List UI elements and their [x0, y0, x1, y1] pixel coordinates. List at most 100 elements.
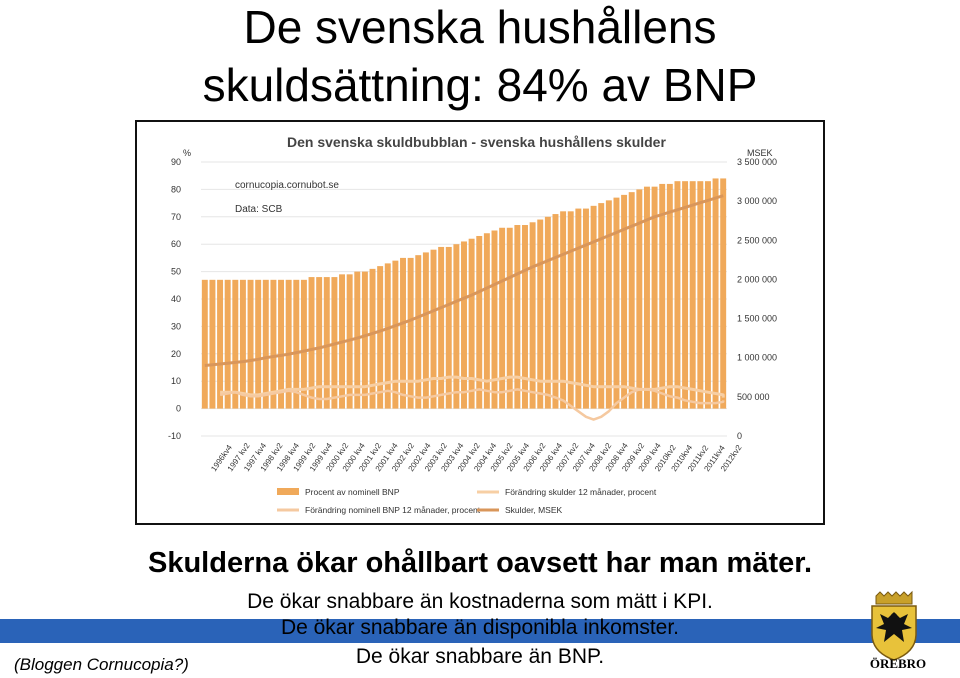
bar	[643, 186, 650, 409]
bar	[422, 252, 429, 409]
y-tick-label-left: 20	[171, 349, 181, 359]
bar	[400, 257, 406, 409]
bar	[560, 211, 567, 409]
orebro-coat-of-arms-icon	[871, 590, 917, 661]
y-tick-label-left: 60	[171, 239, 181, 249]
legend-label: Förändring nominell BNP 12 månader, proc…	[305, 505, 481, 515]
chart-annotation-data: Data: SCB	[235, 204, 283, 215]
debt-chart: -10 0 10 20 30 40 50 60 70 80 90 0 500 000 1 000 000 1…	[168, 134, 777, 515]
bar	[316, 277, 323, 409]
bar	[720, 178, 727, 409]
bar	[262, 279, 269, 409]
y-tick-label-right: 3 000 000	[737, 196, 777, 206]
bar	[689, 181, 696, 409]
bar	[239, 279, 246, 409]
y-tick-label-left: 80	[171, 184, 181, 194]
bar	[529, 222, 536, 409]
chart-ylabel-right: MSEK	[747, 148, 773, 158]
bar	[209, 279, 216, 409]
y-tick-label-left: 50	[171, 267, 181, 277]
y-tick-label-right: 1 500 000	[737, 314, 777, 324]
logo-text: ÖREBRO	[869, 656, 927, 671]
bar	[613, 197, 620, 409]
bar	[445, 246, 452, 409]
bar	[628, 192, 635, 409]
bar	[384, 263, 391, 409]
y-tick-label-left: 30	[171, 321, 181, 331]
bar	[582, 208, 589, 409]
bar	[483, 233, 490, 409]
bar	[605, 200, 612, 409]
bar	[674, 181, 681, 409]
bar	[499, 227, 506, 409]
bar	[217, 279, 224, 409]
subline-kpi: De ökar snabbare än kostnaderna som mätt…	[247, 590, 713, 613]
bar	[697, 181, 704, 409]
chart-ylabel-left: %	[183, 148, 191, 158]
bar	[636, 189, 643, 409]
y-tick-label-left: 10	[171, 376, 181, 386]
y-tick-label-right: 0	[737, 431, 742, 441]
bar	[544, 216, 551, 409]
bar	[392, 260, 399, 409]
bar	[438, 246, 445, 409]
slide-title-line2: skuldsättning: 84% av BNP	[202, 59, 758, 111]
y-tick-label-right: 500 000	[737, 392, 770, 402]
bar	[308, 277, 315, 409]
headline: Skulderna ökar ohållbart oavsett har man…	[147, 547, 812, 579]
slide-title-line1: De svenska hushållens	[243, 1, 717, 53]
legend-label: Skulder, MSEK	[505, 505, 562, 515]
bar	[323, 277, 330, 409]
y-tick-label-left: 90	[171, 157, 181, 167]
y-tick-label-right: 2 500 000	[737, 235, 777, 245]
subline-income: De ökar snabbare än disponibla inkomster…	[280, 616, 680, 639]
bar	[369, 268, 376, 409]
y-tick-label-right: 3 500 000	[737, 157, 777, 167]
bar	[522, 225, 528, 409]
lines-group	[204, 194, 725, 421]
bar	[552, 214, 559, 409]
legend-label: Förändring skulder 12 månader, procent	[505, 487, 657, 497]
bar	[270, 279, 277, 409]
chart-annotation-source: cornucopia.cornubot.se	[235, 180, 339, 191]
chart-frame: -10 0 10 20 30 40 50 60 70 80 90 0 500 000 1 000 000 1…	[135, 120, 825, 525]
bar	[285, 279, 292, 409]
series-line	[219, 388, 725, 421]
bar	[567, 211, 574, 409]
bar	[712, 178, 719, 409]
bar	[430, 249, 437, 409]
bar	[621, 194, 628, 409]
bar	[491, 230, 498, 409]
source-note: (Bloggen Cornucopia?)	[14, 655, 189, 674]
chart-legend: Procent av nominell BNP Förändring skulde…	[277, 487, 657, 515]
y-tick-label-left: 0	[176, 404, 181, 414]
bar	[278, 279, 285, 409]
bar	[415, 255, 422, 409]
y-tick-label-left: 70	[171, 212, 181, 222]
series-line	[204, 194, 724, 367]
subline-gdp: De ökar snabbare än BNP.	[355, 645, 605, 668]
bar	[514, 225, 521, 409]
bar	[651, 186, 658, 409]
bar	[247, 279, 254, 409]
bar	[453, 244, 460, 409]
bar	[407, 257, 414, 409]
bar	[354, 271, 361, 409]
bar	[293, 279, 300, 409]
y-tick-label-right: 2 000 000	[737, 274, 777, 284]
bar	[537, 219, 544, 409]
bar	[590, 205, 597, 409]
bar	[461, 241, 467, 409]
accent-bar	[0, 619, 960, 643]
bar	[377, 266, 384, 409]
y-tick-label-left: 40	[171, 294, 181, 304]
legend-swatch	[277, 488, 299, 495]
bar	[201, 279, 208, 409]
bar	[255, 279, 262, 409]
bar	[598, 203, 605, 409]
y-tick-label-right: 1 000 000	[737, 353, 777, 363]
bar	[224, 279, 231, 409]
bar	[361, 271, 368, 409]
bar	[300, 279, 307, 409]
bar	[575, 208, 582, 409]
